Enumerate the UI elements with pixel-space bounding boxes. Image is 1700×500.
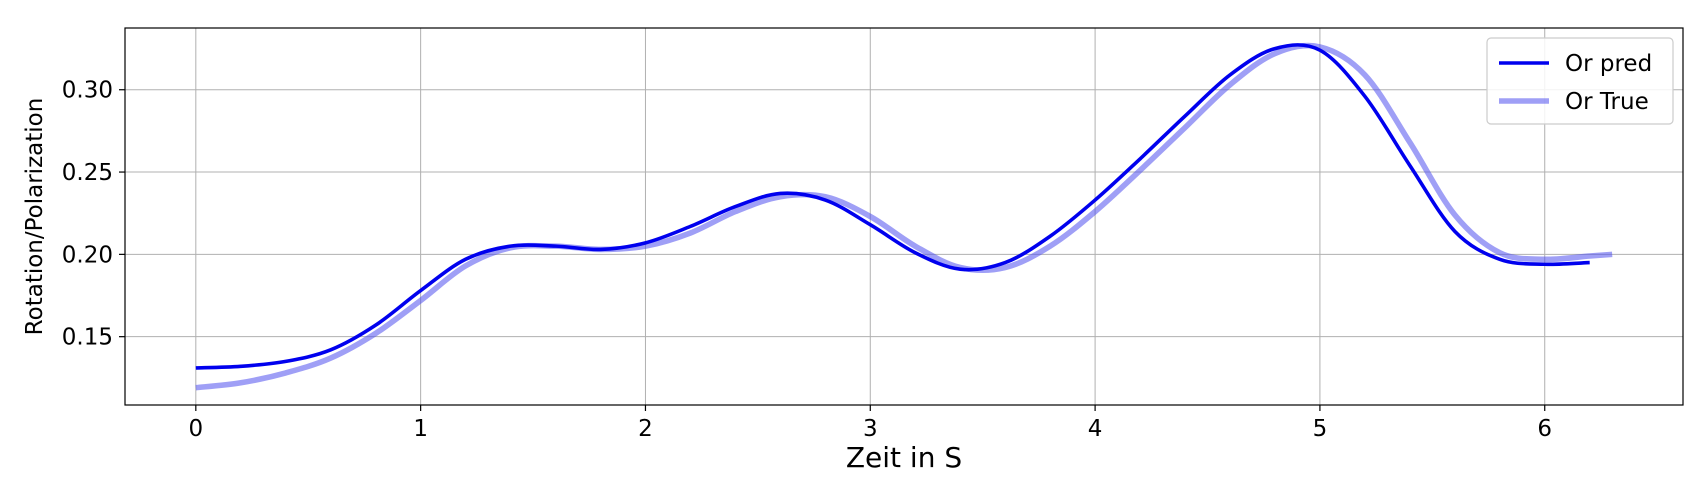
x-tick-label: 2 bbox=[638, 416, 653, 442]
y-axis-label: Rotation/Polarization bbox=[22, 98, 48, 336]
series-lines bbox=[195, 42, 1613, 391]
x-tick-label: 4 bbox=[1088, 416, 1103, 442]
x-axis-label: Zeit in S bbox=[846, 441, 962, 474]
grid bbox=[125, 28, 1683, 405]
series-line-or-true bbox=[195, 42, 1613, 391]
y-tick-label: 0.15 bbox=[62, 325, 113, 351]
axis-ticks: 0 1 2 3 4 5 6 0.15 0.20 0.25 0.30 bbox=[62, 78, 1552, 442]
legend-label-or-true: Or True bbox=[1565, 89, 1649, 115]
x-tick-label: 1 bbox=[413, 416, 428, 442]
x-tick-label: 0 bbox=[188, 416, 203, 442]
x-tick-label: 6 bbox=[1537, 416, 1552, 442]
plot-area bbox=[124, 27, 1684, 406]
x-tick-label: 5 bbox=[1313, 416, 1328, 442]
y-tick-label: 0.25 bbox=[62, 160, 113, 186]
y-tick-label: 0.30 bbox=[62, 78, 113, 104]
legend: Or pred Or True bbox=[1486, 37, 1674, 125]
legend-label-or-pred: Or pred bbox=[1565, 51, 1652, 77]
x-tick-label: 3 bbox=[863, 416, 878, 442]
y-tick-label: 0.20 bbox=[62, 242, 113, 268]
series-line-or-pred bbox=[195, 43, 1590, 370]
